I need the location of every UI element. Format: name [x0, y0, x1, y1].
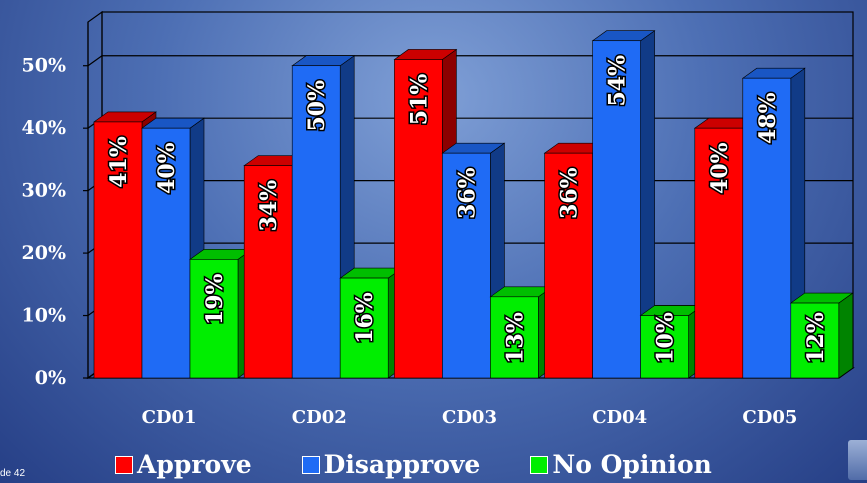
- x-tick-label: CD05: [742, 407, 797, 428]
- bar-no-opinion-cd01: 19%: [189, 248, 253, 379]
- bar: [141, 127, 191, 379]
- y-tick-label: 10%: [22, 305, 67, 327]
- y-tick-label: 50%: [22, 55, 67, 77]
- legend: Approve Disapprove No Opinion: [115, 450, 712, 479]
- bar: [93, 121, 143, 379]
- bar: [394, 59, 443, 379]
- bar-disapprove-cd04: 54%: [591, 30, 656, 379]
- x-tick-label: CD01: [142, 407, 197, 428]
- data-label: 50%: [304, 80, 330, 132]
- legend-label-approve: Approve: [137, 450, 252, 479]
- legend-label-disapprove: Disapprove: [323, 450, 481, 479]
- bar: [544, 152, 593, 379]
- y-axis: 0% 10% 20% 30% 40% 50%: [22, 22, 89, 389]
- gridline-side: [87, 55, 103, 67]
- x-tick-label: CD03: [442, 407, 497, 428]
- legend-label-no-opinion: No Opinion: [552, 450, 712, 479]
- legend-item-disapprove: Disapprove: [301, 450, 481, 479]
- bar: [339, 277, 389, 379]
- slide-number: de 42: [0, 468, 26, 479]
- data-label: 10%: [653, 312, 679, 364]
- data-label: 36%: [454, 167, 480, 219]
- x-tick-label: CD04: [592, 407, 647, 428]
- logo: [848, 440, 867, 480]
- legend-item-no-opinion: No Opinion: [530, 450, 712, 479]
- y-tick-label: 20%: [22, 242, 67, 264]
- bar: [742, 77, 792, 379]
- data-label: 54%: [605, 55, 631, 107]
- bar: [243, 165, 293, 379]
- bar: [291, 65, 341, 379]
- y-tick-label: 40%: [22, 117, 67, 139]
- bar: [694, 127, 744, 379]
- bar: [189, 259, 239, 379]
- bars: 41% 40% 19% 34% 50% 16% 51% 36% 13% 36% 54% 10% 40% 4…: [93, 30, 854, 379]
- y-tick-label: 0%: [35, 367, 66, 389]
- data-label: 41%: [106, 136, 132, 188]
- legend-swatch-disapprove: [301, 455, 320, 474]
- data-label: 12%: [803, 312, 829, 364]
- bar-no-opinion-cd02: 16%: [339, 267, 404, 379]
- bar: [640, 315, 689, 379]
- x-axis: CD01 CD02 CD03 CD04 CD05: [142, 407, 798, 428]
- data-label: 36%: [557, 167, 583, 219]
- bar: [490, 296, 539, 379]
- data-label: 40%: [154, 142, 180, 194]
- bar-no-opinion-cd03: 13%: [489, 286, 554, 379]
- legend-swatch-approve: [115, 455, 133, 474]
- bar: [592, 40, 641, 379]
- bar-no-opinion-cd05: 12%: [789, 292, 854, 379]
- data-label: 19%: [202, 273, 228, 325]
- y-tick-label: 30%: [22, 180, 67, 202]
- data-label: 34%: [256, 180, 282, 232]
- legend-item-approve: Approve: [115, 450, 252, 479]
- data-label: 51%: [406, 74, 432, 126]
- x-tick-label: CD02: [292, 407, 347, 428]
- data-label: 13%: [502, 312, 528, 364]
- bar-disapprove-cd05: 48%: [741, 67, 806, 379]
- legend-swatch-no-opinion: [530, 455, 549, 474]
- bar-disapprove-cd02: 50%: [291, 55, 356, 379]
- data-label: 48%: [755, 92, 781, 144]
- data-label: 16%: [352, 292, 378, 344]
- bar-side: [838, 292, 854, 379]
- bar: [790, 302, 840, 379]
- bar-no-opinion-cd04: 10%: [639, 304, 704, 379]
- bar: [442, 152, 491, 379]
- data-label: 40%: [707, 142, 733, 194]
